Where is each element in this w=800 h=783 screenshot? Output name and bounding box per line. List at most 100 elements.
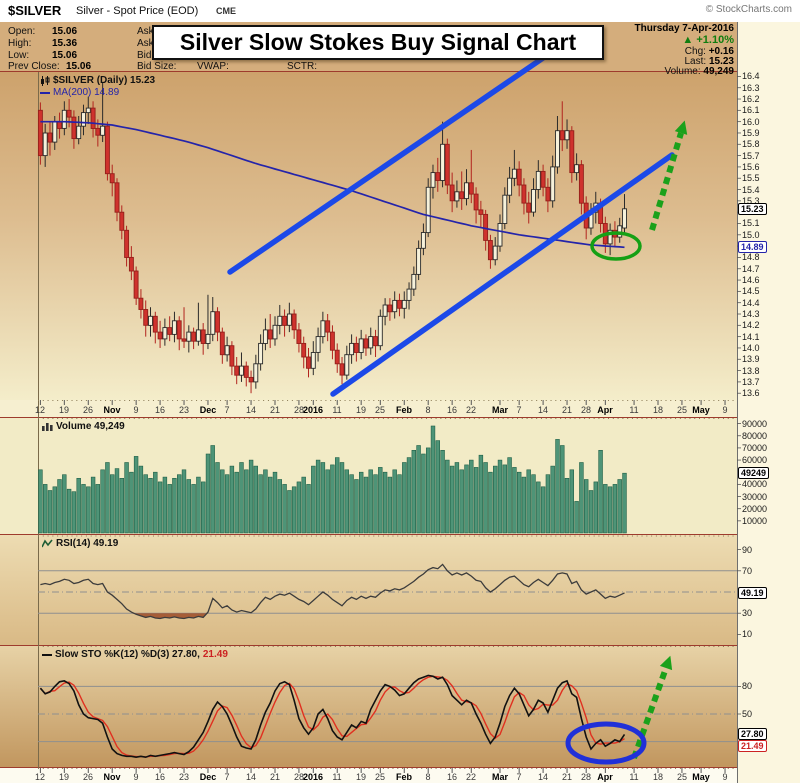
x-axis-tick: May (692, 405, 710, 415)
main-legend-text: $SILVER (Daily) 15.23 (53, 75, 156, 86)
x-axis-tick: 14 (245, 772, 257, 782)
y-axis-tick: 13.6 (742, 388, 760, 398)
x-axis-tick: 25 (676, 772, 688, 782)
ma-legend-text: MA(200) 14.89 (53, 87, 120, 98)
x-axis-tick: 18 (652, 772, 664, 782)
y-axis-tick: 15.4 (742, 185, 760, 195)
y-axis-tick: 70000 (742, 443, 768, 453)
y-axis-tick: 16.0 (742, 117, 760, 127)
x-axis-tick: 12 (34, 772, 46, 782)
x-axis-tick: 9 (133, 772, 139, 782)
y-axis-tick: 15.8 (742, 139, 760, 149)
x-axis-tick: 21 (269, 772, 281, 782)
y-axis-tick: 14.2 (742, 320, 760, 330)
panel-separator (0, 71, 737, 72)
volume-label: Volume: (664, 66, 701, 77)
volume-tag: 49249 (738, 467, 770, 479)
high-value: 15.36 (52, 38, 78, 49)
x-axis-tick: 14 (537, 772, 549, 782)
low-value: 15.06 (52, 50, 78, 61)
sto-legend-text-d: 21.49 (202, 649, 228, 660)
x-axis-tick: 19 (355, 772, 367, 782)
y-axis-tick: 14.1 (742, 332, 760, 342)
x-axis-tick: 12 (34, 405, 46, 415)
y-axis-tick: 13.8 (742, 366, 760, 376)
low-label: Low: (8, 50, 30, 61)
x-axis-tick: 19 (58, 405, 70, 415)
y-axis-tick: 13.7 (742, 377, 760, 387)
panel-separator (0, 767, 737, 768)
x-axis-tick: Apr (597, 772, 613, 782)
x-axis-tick: 19 (355, 405, 367, 415)
y-axis-tick: 15.0 (742, 230, 760, 240)
stochastics-panel (0, 646, 737, 768)
x-axis-tick: 26 (82, 772, 94, 782)
x-axis-tick: Nov (103, 405, 121, 415)
y-axis-tick: 14.8 (742, 252, 760, 262)
last-value: 15.23 (708, 56, 734, 67)
quote-date: Thursday 7-Apr-2016 (634, 23, 734, 34)
y-axis-tick: 40000 (742, 479, 768, 489)
y-axis-tick: 50 (742, 709, 753, 719)
x-axis-tick: 28 (293, 405, 305, 415)
y-axis-tick: 15.3 (742, 196, 760, 206)
y-axis-tick: 16.3 (742, 83, 760, 93)
y-axis-tick: 13.9 (742, 354, 760, 364)
prev-close-value: 15.06 (66, 61, 92, 72)
x-axis-tick: 25 (374, 772, 386, 782)
copyright: © StockCharts.com (705, 4, 792, 15)
ticker-symbol: $SILVER (8, 3, 62, 18)
x-axis-tick: 11 (332, 772, 342, 782)
x-axis-tick: Dec (199, 772, 217, 782)
x-axis-tick: 16 (446, 405, 458, 415)
x-axis-tick: 14 (537, 405, 549, 415)
x-axis-tick: 2016 (302, 405, 324, 415)
y-axis-tick: 30 (742, 608, 753, 618)
chg-value: +0.16 (708, 46, 734, 57)
x-axis-tick: 26 (82, 405, 94, 415)
header-strip (0, 0, 800, 22)
exchange-label: CME (216, 6, 236, 16)
x-axis-tick: 23 (178, 772, 190, 782)
y-axis-tick: 15.1 (742, 218, 760, 228)
prev-close-label: Prev Close: (8, 61, 60, 72)
y-axis-tick: 30000 (742, 492, 768, 502)
panel-separator (0, 645, 737, 646)
y-axis-tick: 80 (742, 681, 753, 691)
y-axis-tick: 60000 (742, 455, 768, 465)
y-axis-tick: 14.5 (742, 286, 760, 296)
last-price-tag: 15.23 (738, 203, 767, 215)
x-axis-tick: 16 (446, 772, 458, 782)
rsi-panel (0, 535, 737, 646)
candlestick-icon (41, 75, 50, 86)
y-axis-tick: 80000 (742, 431, 768, 441)
volume-bars-icon (42, 423, 53, 431)
y-axis-tick: 16.4 (742, 71, 760, 81)
x-axis-tick: 7 (516, 405, 522, 415)
high-label: High: (8, 38, 32, 49)
chart-title-overlay: Silver Slow Stokes Buy Signal Chart (152, 25, 604, 60)
rsi-line-icon (42, 539, 53, 548)
y-axis-tick: 90 (742, 545, 753, 555)
x-axis-tick: 11 (629, 772, 639, 782)
percent-change: +1.10% (696, 34, 734, 46)
y-axis-tick: 90000 (742, 419, 768, 429)
x-axis-tick: 25 (374, 405, 386, 415)
x-axis-tick: 16 (154, 772, 166, 782)
x-axis-tick: Dec (199, 405, 217, 415)
right-axis-column (737, 22, 800, 783)
x-axis-tick: Feb (395, 405, 413, 415)
open-value: 15.06 (52, 26, 78, 37)
x-axis-tick: 16 (154, 405, 166, 415)
x-axis-tick: 28 (580, 772, 592, 782)
ma-price-tag: 14.89 (738, 241, 767, 253)
x-axis-tick: 22 (465, 772, 477, 782)
y-axis-tick: 20000 (742, 504, 768, 514)
x-axis-tick: 7 (224, 772, 230, 782)
rsi-legend-text: RSI(14) 49.19 (56, 538, 119, 549)
x-axis-tick: 19 (58, 772, 70, 782)
x-axis-tick: 25 (676, 405, 688, 415)
vwap-label: VWAP: (197, 61, 229, 72)
x-axis-tick: 11 (332, 405, 342, 415)
x-axis-tick: 9 (722, 772, 728, 782)
